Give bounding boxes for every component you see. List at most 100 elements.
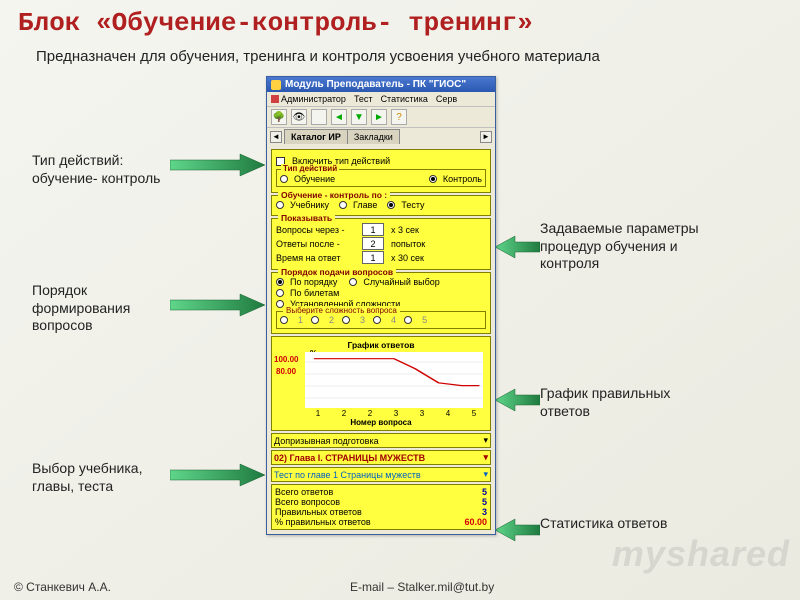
order-legend: Порядок подачи вопросов — [278, 267, 396, 277]
param2-label: Ответы после - — [276, 239, 358, 249]
chevron-down-icon: ▾ — [483, 435, 488, 446]
label-test: Тесту — [401, 200, 424, 210]
param1-suffix: x 3 сек — [391, 225, 419, 235]
param3-input[interactable]: 1 — [362, 251, 384, 264]
radio-learn[interactable] — [280, 175, 288, 183]
stat3-label: Правильных ответов — [275, 507, 362, 517]
param3-label: Время на ответ — [276, 253, 358, 263]
param1-label: Вопросы через - — [276, 225, 358, 235]
annot-stats: Статистика ответов — [540, 515, 667, 533]
arrow-right-icon — [170, 150, 270, 180]
tool-help-icon[interactable]: ? — [391, 109, 407, 125]
diff-4[interactable] — [373, 316, 381, 324]
select-chapter[interactable]: 02) Глава I. СТРАНИЦЫ МУЖЕСТВ▾ — [271, 450, 491, 465]
arrow-right-icon — [170, 290, 270, 320]
param1-input[interactable]: 1 — [362, 223, 384, 236]
menu-admin[interactable]: Администратор — [271, 94, 346, 104]
chart-box: График ответов % 100.00 80.00 1223345 Но… — [271, 336, 491, 431]
slide-title: Блок «Обучение-контроль- тренинг» — [18, 8, 533, 38]
diff-1-label: 1 — [298, 315, 303, 325]
type-legend: Тип действий — [281, 164, 339, 173]
tab-next-icon[interactable]: ► — [480, 131, 492, 143]
stat1-label: Всего ответов — [275, 487, 333, 497]
arrow-right-icon — [170, 460, 270, 490]
label-order: По порядку — [290, 277, 337, 287]
radio-book[interactable] — [276, 201, 284, 209]
diff-5[interactable] — [404, 316, 412, 324]
diff-1[interactable] — [280, 316, 288, 324]
tool-tree-icon[interactable]: 🌳 — [271, 109, 287, 125]
footer-author: © Станкевич А.А. — [14, 580, 111, 594]
chevron-down-icon: ▾ — [483, 452, 488, 463]
param2-suffix: попыток — [391, 239, 425, 249]
label-tickets: По билетам — [290, 288, 339, 298]
app-window: Модуль Преподаватель - ПК "ГИОС" Админис… — [266, 76, 496, 535]
tool-next-icon[interactable]: ► — [371, 109, 387, 125]
tab-nav: ◄ Каталог ИР Закладки ► — [267, 128, 495, 145]
tool-down-icon[interactable]: ▼ — [351, 109, 367, 125]
diff-3-label: 3 — [360, 315, 365, 325]
menu-test[interactable]: Тест — [354, 94, 373, 104]
label-learn: Обучение — [294, 174, 335, 184]
diff-4-label: 4 — [391, 315, 396, 325]
radio-random[interactable] — [349, 278, 357, 286]
annot-type: Тип действий: обучение- контроль — [32, 152, 160, 187]
chart-xlabel: Номер вопроса — [275, 418, 487, 427]
stat1-val: 5 — [482, 487, 487, 497]
annot-select: Выбор учебника, главы, теста — [32, 460, 142, 495]
ytick-100: 100.00 — [274, 355, 298, 364]
tab-bookmarks[interactable]: Закладки — [347, 129, 400, 144]
stats-box: Всего ответов 5 Всего вопросов 5 Правильны… — [271, 484, 491, 530]
stat4-label: % правильных ответов — [275, 517, 371, 527]
diff-2-label: 2 — [329, 315, 334, 325]
x-ticks: 1223345 — [305, 409, 487, 418]
panel: Включить тип действий Тип действий Обуче… — [267, 145, 495, 534]
watermark: myshared — [612, 533, 790, 575]
tool-eye-icon[interactable]: 👁 — [291, 109, 307, 125]
diff-legend: Выберите сложность вопроса — [283, 306, 400, 315]
select-test[interactable]: Тест по главе 1 Страницы мужеств▾ — [271, 467, 491, 482]
diff-2[interactable] — [311, 316, 319, 324]
radio-tickets[interactable] — [276, 289, 284, 297]
footer-email: E-mail – Stalker.mil@tut.by — [350, 580, 494, 594]
arrow-left-icon — [495, 385, 540, 415]
params-legend: Показывать — [278, 213, 335, 223]
menu-stats[interactable]: Статистика — [381, 94, 428, 104]
arrow-left-icon — [495, 232, 540, 262]
tool-prev-icon[interactable]: ◄ — [331, 109, 347, 125]
label-control: Контроль — [443, 174, 482, 184]
param3-suffix: x 30 сек — [391, 253, 424, 263]
diff-5-label: 5 — [422, 315, 427, 325]
annot-order: Порядок формирования вопросов — [32, 282, 130, 335]
radio-order[interactable] — [276, 278, 284, 286]
stat2-val: 5 — [482, 497, 487, 507]
stat4-val: 60.00 — [464, 517, 487, 527]
type-group: Включить тип действий Тип действий Обуче… — [271, 149, 491, 193]
window-title: Модуль Преподаватель - ПК "ГИОС" — [285, 79, 466, 90]
app-icon — [271, 80, 281, 90]
radio-test[interactable] — [387, 201, 395, 209]
tab-catalog[interactable]: Каталог ИР — [284, 129, 348, 144]
radio-control[interactable] — [429, 175, 437, 183]
tab-prev-icon[interactable]: ◄ — [270, 131, 282, 143]
label-book: Учебнику — [290, 200, 329, 210]
answers-chart — [305, 352, 483, 408]
ytick-80: 80.00 — [276, 367, 296, 376]
chevron-down-icon: ▾ — [483, 469, 488, 480]
stat3-val: 3 — [482, 507, 487, 517]
titlebar[interactable]: Модуль Преподаватель - ПК "ГИОС" — [267, 77, 495, 92]
param2-input[interactable]: 2 — [362, 237, 384, 250]
menu-serv[interactable]: Серв — [436, 94, 457, 104]
tabbar: Каталог ИР Закладки — [284, 129, 399, 144]
arrow-left-icon — [495, 515, 540, 545]
diff-3[interactable] — [342, 316, 350, 324]
toolbar: 🌳 👁 ◄ ▼ ► ? — [267, 107, 495, 128]
stat2-label: Всего вопросов — [275, 497, 340, 507]
chart-title: График ответов — [275, 340, 487, 350]
select-book[interactable]: Допризывная подготовка▾ — [271, 433, 491, 448]
radio-chapter[interactable] — [339, 201, 347, 209]
annot-chart: График правильных ответов — [540, 385, 670, 420]
tool-blank[interactable] — [311, 109, 327, 125]
order-group: Порядок подачи вопросов По порядку Случа… — [271, 272, 491, 334]
label-chapter: Главе — [353, 200, 377, 210]
